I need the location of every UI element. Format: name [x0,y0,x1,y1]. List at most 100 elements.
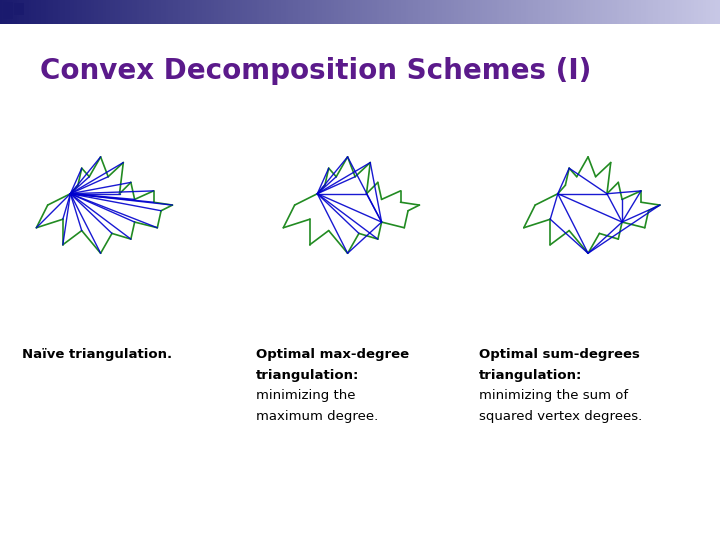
Bar [351,0,353,24]
Bar [677,0,679,24]
Bar [5,0,7,24]
Bar [413,0,415,24]
Bar [180,0,182,24]
Bar [552,0,554,24]
Bar [410,0,413,24]
Bar [161,0,163,24]
Bar [94,0,96,24]
Text: triangulation:: triangulation: [256,369,359,382]
Bar [605,0,607,24]
Bar [50,0,53,24]
Bar [603,0,605,24]
Bar [204,0,207,24]
Bar [490,0,492,24]
Text: triangulation:: triangulation: [479,369,582,382]
Bar [254,0,257,24]
Bar [238,0,240,24]
Bar [675,0,677,24]
Bar [648,0,650,24]
Bar [679,0,682,24]
Bar [101,0,103,24]
Bar [394,0,396,24]
Text: Optimal max-degree: Optimal max-degree [256,348,409,361]
Bar [182,0,185,24]
Bar [374,0,377,24]
Bar [286,0,288,24]
Bar [554,0,557,24]
Bar [341,0,343,24]
Bar [58,0,60,24]
Bar [585,0,588,24]
Bar [175,0,178,24]
Bar [600,0,603,24]
Bar [389,0,391,24]
Bar [53,0,55,24]
Bar [425,0,427,24]
Bar [173,0,175,24]
Bar [689,0,691,24]
Bar [662,0,665,24]
Bar [696,0,698,24]
Bar [158,0,161,24]
Bar [631,0,634,24]
Bar [125,0,127,24]
Bar [7,0,9,24]
Bar [358,0,360,24]
Text: maximum degree.: maximum degree. [256,410,378,423]
Bar [473,0,475,24]
Bar [331,0,333,24]
Bar [703,0,706,24]
Bar [513,0,516,24]
Bar [199,0,202,24]
Bar [338,0,341,24]
Bar [583,0,585,24]
Bar [492,0,495,24]
Bar [497,0,499,24]
Bar [336,0,338,24]
Bar [266,0,269,24]
Bar [297,0,300,24]
Bar [27,0,29,24]
Bar [545,0,547,24]
Bar [72,0,74,24]
Bar [377,0,379,24]
Bar [113,0,115,24]
Bar [626,0,629,24]
Bar [715,0,718,24]
Bar [137,0,139,24]
Bar [38,0,41,24]
Bar [65,0,67,24]
Bar [310,0,312,24]
Bar [240,0,243,24]
Bar [144,0,146,24]
Bar [535,0,538,24]
Bar [495,0,497,24]
Bar [120,0,122,24]
Bar [252,0,254,24]
Bar [300,0,302,24]
Bar [434,0,437,24]
Bar [698,0,701,24]
Bar [372,0,374,24]
Bar [45,0,48,24]
Bar [369,0,372,24]
Bar [142,0,144,24]
Bar [665,0,667,24]
Bar [117,0,120,24]
Bar [86,0,89,24]
Bar [295,0,297,24]
Bar [261,0,264,24]
Bar [14,0,17,24]
Bar [84,0,86,24]
Bar [523,0,526,24]
Bar [499,0,502,24]
Bar [171,0,173,24]
Text: Naïve triangulation.: Naïve triangulation. [22,348,172,361]
Bar [533,0,535,24]
Bar [315,0,317,24]
Bar [74,0,77,24]
Bar [617,0,619,24]
Bar [470,0,473,24]
Bar [578,0,581,24]
Bar [636,0,639,24]
